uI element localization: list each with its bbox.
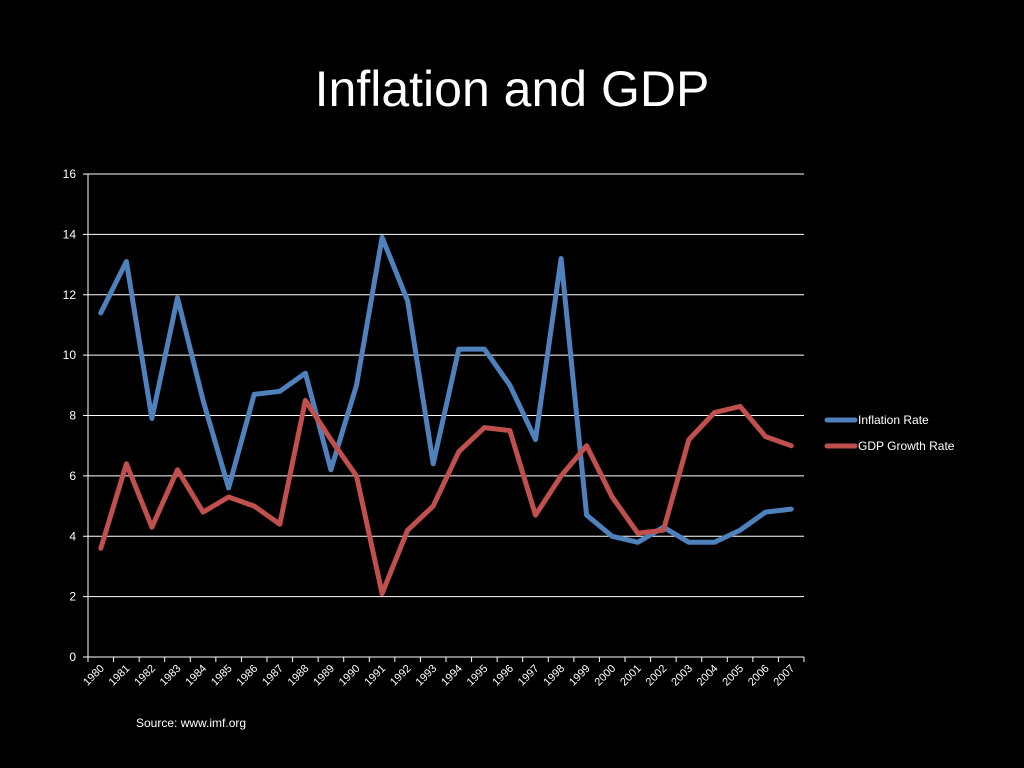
series-line-inflation-rate [98, 234, 794, 545]
series-lines [98, 234, 794, 597]
x-tick-label: 1994 [439, 663, 465, 689]
x-tick-label: 2006 [746, 663, 772, 689]
x-tick-label: 1988 [286, 663, 312, 689]
series-line-gdp-growth-rate [98, 397, 794, 597]
x-tick-label: 1981 [107, 663, 133, 689]
x-tick-label: 1991 [362, 663, 388, 689]
x-tick-label: 2007 [772, 663, 798, 689]
y-tick-label: 10 [63, 348, 77, 362]
legend-label: GDP Growth Rate [858, 439, 955, 453]
x-tick-label: 1980 [81, 663, 107, 689]
x-tick-label: 1983 [158, 663, 184, 689]
x-tick-label: 1990 [337, 663, 363, 689]
x-tick-label: 1982 [132, 663, 158, 689]
x-tick-label: 1993 [414, 663, 440, 689]
y-tick-label: 4 [69, 529, 76, 543]
x-tick-label: 2000 [593, 663, 619, 689]
x-tick-label: 2005 [720, 663, 746, 689]
x-tick-label: 1996 [490, 663, 516, 689]
y-tick-label: 16 [63, 167, 77, 181]
x-tick-label: 1999 [567, 663, 593, 689]
x-tick-label: 1985 [209, 663, 235, 689]
x-tick-label: 2002 [644, 663, 670, 689]
x-tick-label: 2001 [618, 663, 644, 689]
gridlines [88, 173, 804, 598]
y-tick-label: 14 [63, 227, 77, 241]
x-tick-label: 1987 [260, 663, 286, 689]
y-tick-label: 0 [69, 650, 76, 664]
y-tick-label: 12 [63, 288, 77, 302]
x-tick-label: 1986 [235, 663, 261, 689]
x-tick-label: 1995 [465, 663, 491, 689]
x-tick-label: 1998 [541, 663, 567, 689]
x-tick-label: 2004 [695, 663, 721, 689]
legend: Inflation Rate GDP Growth Rate [824, 413, 955, 453]
y-tick-label: 6 [69, 469, 76, 483]
legend-label: Inflation Rate [858, 413, 929, 427]
source-note: Source: www.imf.org [136, 716, 247, 730]
x-tick-label: 1992 [388, 663, 414, 689]
x-tick-label: 1997 [516, 663, 542, 689]
y-tick-label: 8 [69, 409, 76, 423]
slide-title: Inflation and GDP [314, 61, 710, 117]
y-tick-label: 2 [69, 590, 76, 604]
x-tick-label: 1989 [311, 663, 337, 689]
x-tick-label: 2003 [669, 663, 695, 689]
x-tick-label: 1984 [183, 663, 209, 689]
